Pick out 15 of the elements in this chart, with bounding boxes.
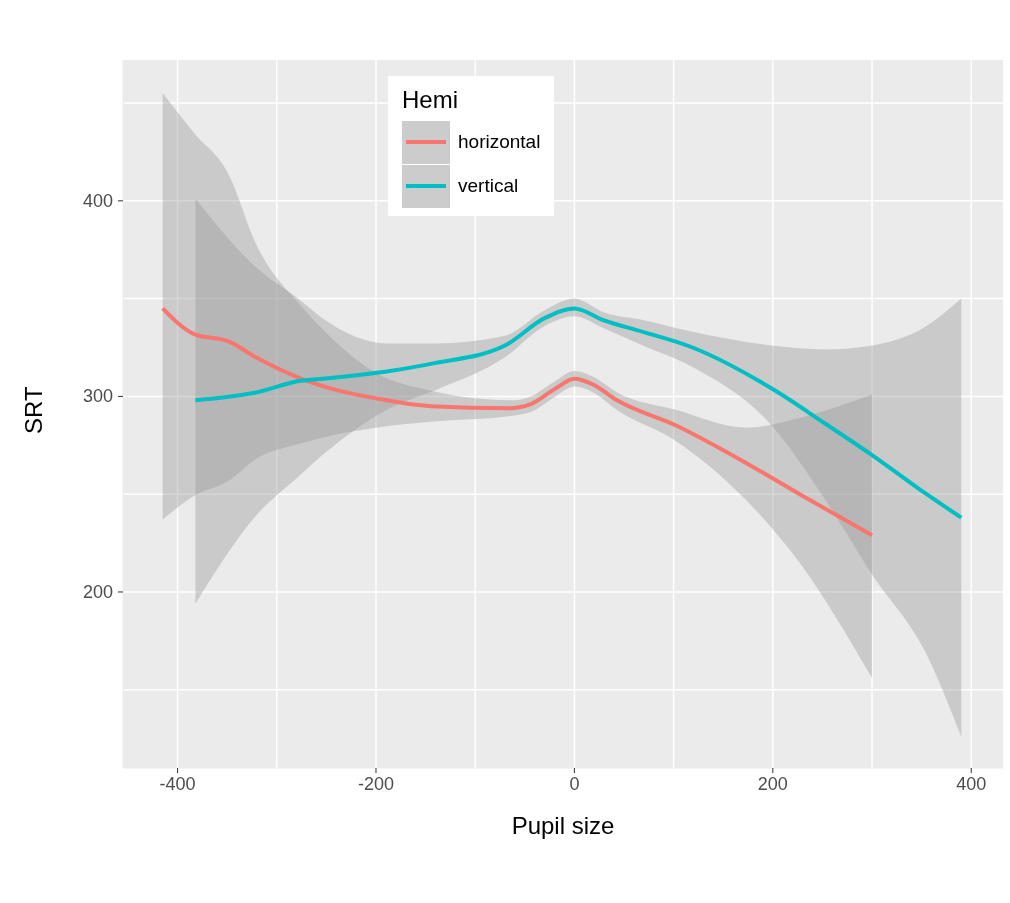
line-series [193,306,964,520]
y-axis-title: SRT [19,386,47,434]
legend-title: Hemi [402,86,459,114]
x-tick-label: -400 [159,774,196,794]
y-tick-label: 300 [82,386,113,407]
legend-label: vertical [458,175,519,197]
x-tick-label: 0 [569,774,580,794]
legend-label: horizontal [458,131,541,153]
y-tick-label: 200 [82,581,113,602]
y-tick-label: 400 [82,190,113,211]
x-tick-label: 400 [956,774,987,794]
x-axis-title: Pupil size [511,812,615,839]
x-tick-label: -200 [357,774,394,794]
x-tick-label: 200 [757,774,788,794]
line-series [160,306,875,538]
